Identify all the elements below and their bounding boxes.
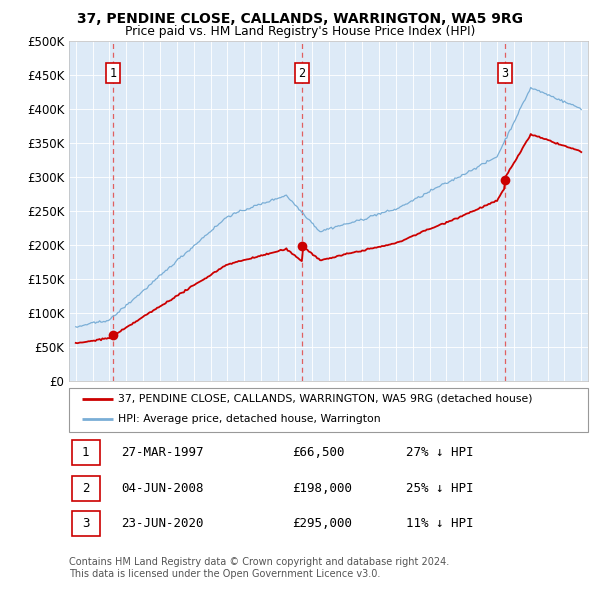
Text: 37, PENDINE CLOSE, CALLANDS, WARRINGTON, WA5 9RG (detached house): 37, PENDINE CLOSE, CALLANDS, WARRINGTON,…: [118, 394, 533, 404]
FancyBboxPatch shape: [71, 441, 100, 465]
Text: 11% ↓ HPI: 11% ↓ HPI: [406, 517, 474, 530]
FancyBboxPatch shape: [71, 476, 100, 500]
Text: 3: 3: [82, 517, 89, 530]
Text: £295,000: £295,000: [292, 517, 352, 530]
Text: 1: 1: [110, 67, 117, 80]
Text: HPI: Average price, detached house, Warrington: HPI: Average price, detached house, Warr…: [118, 415, 381, 424]
Text: Price paid vs. HM Land Registry's House Price Index (HPI): Price paid vs. HM Land Registry's House …: [125, 25, 475, 38]
Text: 37, PENDINE CLOSE, CALLANDS, WARRINGTON, WA5 9RG: 37, PENDINE CLOSE, CALLANDS, WARRINGTON,…: [77, 12, 523, 26]
Text: 23-JUN-2020: 23-JUN-2020: [121, 517, 203, 530]
Text: 27% ↓ HPI: 27% ↓ HPI: [406, 446, 474, 460]
Text: 2: 2: [298, 67, 305, 80]
FancyBboxPatch shape: [71, 512, 100, 536]
Text: 3: 3: [502, 67, 508, 80]
Text: £66,500: £66,500: [292, 446, 344, 460]
Text: 2: 2: [82, 481, 89, 495]
Text: £198,000: £198,000: [292, 481, 352, 495]
Text: 27-MAR-1997: 27-MAR-1997: [121, 446, 203, 460]
Text: This data is licensed under the Open Government Licence v3.0.: This data is licensed under the Open Gov…: [69, 569, 380, 579]
Text: 04-JUN-2008: 04-JUN-2008: [121, 481, 203, 495]
Text: 25% ↓ HPI: 25% ↓ HPI: [406, 481, 474, 495]
Text: 1: 1: [82, 446, 89, 460]
FancyBboxPatch shape: [69, 388, 588, 432]
Text: Contains HM Land Registry data © Crown copyright and database right 2024.: Contains HM Land Registry data © Crown c…: [69, 557, 449, 567]
